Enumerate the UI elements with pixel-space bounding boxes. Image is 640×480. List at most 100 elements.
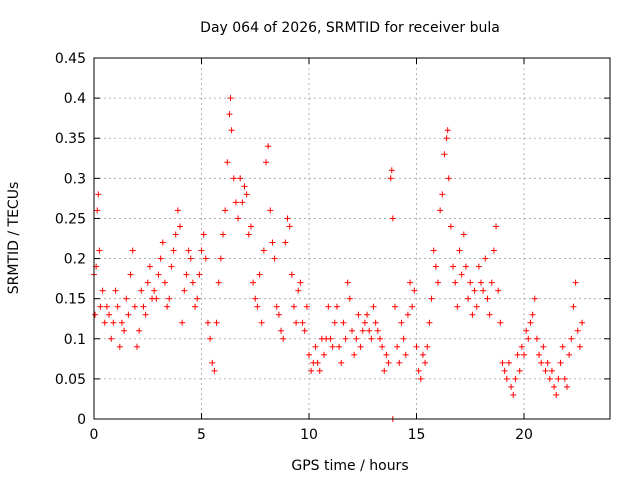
data-point bbox=[282, 239, 289, 246]
data-point bbox=[331, 319, 338, 326]
data-point bbox=[213, 319, 220, 326]
plot-frame bbox=[93, 57, 611, 420]
data-point bbox=[196, 271, 203, 278]
data-point bbox=[329, 343, 336, 350]
data-point bbox=[316, 367, 323, 374]
grid bbox=[94, 58, 610, 419]
data-point bbox=[512, 375, 519, 382]
data-point bbox=[462, 263, 469, 270]
data-point bbox=[101, 319, 108, 326]
data-point bbox=[533, 335, 540, 342]
data-point bbox=[460, 231, 467, 238]
data-point bbox=[220, 231, 226, 238]
data-point bbox=[166, 295, 173, 302]
data-point bbox=[510, 391, 517, 398]
data-point bbox=[230, 175, 237, 182]
data-point bbox=[247, 223, 254, 230]
data-point bbox=[437, 207, 444, 214]
data-point bbox=[185, 247, 192, 254]
data-point bbox=[172, 231, 179, 238]
y-tick-label: 0.45 bbox=[55, 51, 86, 67]
data-point bbox=[497, 319, 504, 326]
data-point bbox=[398, 319, 405, 326]
data-point bbox=[400, 335, 407, 342]
data-point bbox=[366, 327, 373, 334]
data-point bbox=[387, 175, 394, 182]
data-point bbox=[209, 359, 216, 366]
data-point bbox=[411, 287, 418, 294]
data-point bbox=[376, 335, 383, 342]
data-point bbox=[516, 367, 523, 374]
data-point bbox=[505, 359, 512, 366]
data-point bbox=[456, 247, 463, 254]
data-point bbox=[241, 183, 248, 190]
data-point bbox=[181, 287, 188, 294]
data-point bbox=[179, 319, 186, 326]
data-points bbox=[91, 95, 586, 422]
y-tick-label: 0.1 bbox=[64, 332, 86, 348]
data-point bbox=[495, 287, 502, 294]
data-point bbox=[374, 327, 381, 334]
data-point bbox=[245, 231, 252, 238]
data-point bbox=[159, 239, 166, 246]
data-point bbox=[260, 247, 267, 254]
data-point bbox=[134, 343, 140, 350]
data-point bbox=[142, 311, 149, 318]
data-point bbox=[407, 279, 414, 286]
data-point bbox=[417, 375, 424, 382]
data-point bbox=[312, 343, 319, 350]
data-point bbox=[555, 375, 562, 382]
data-point bbox=[396, 359, 403, 366]
data-point bbox=[321, 351, 328, 358]
data-point bbox=[351, 351, 358, 358]
data-point bbox=[170, 247, 177, 254]
data-point bbox=[473, 303, 480, 310]
data-point bbox=[559, 343, 566, 350]
y-tick-label: 0.4 bbox=[64, 91, 86, 107]
data-point bbox=[572, 279, 579, 286]
data-point bbox=[514, 351, 521, 358]
data-point bbox=[151, 287, 158, 294]
data-point bbox=[129, 247, 136, 254]
data-point bbox=[493, 223, 500, 230]
data-point bbox=[471, 287, 478, 294]
data-point bbox=[531, 295, 538, 302]
data-point bbox=[546, 375, 553, 382]
data-point bbox=[336, 343, 343, 350]
y-tick-label: 0.15 bbox=[55, 292, 86, 308]
data-point bbox=[198, 247, 205, 254]
data-point bbox=[475, 263, 482, 270]
data-point bbox=[269, 239, 276, 246]
data-point bbox=[521, 351, 527, 358]
data-point bbox=[106, 311, 113, 318]
data-point bbox=[432, 263, 439, 270]
data-point bbox=[579, 319, 586, 326]
data-point bbox=[383, 351, 390, 358]
y-axis-label: SRMTID / TECUs bbox=[6, 182, 22, 295]
data-point bbox=[443, 135, 450, 142]
data-point bbox=[359, 327, 366, 334]
data-point bbox=[355, 311, 362, 318]
data-point bbox=[121, 327, 128, 334]
data-point bbox=[327, 335, 334, 342]
data-point bbox=[536, 351, 543, 358]
data-point bbox=[564, 383, 570, 390]
data-point bbox=[256, 271, 263, 278]
data-point bbox=[108, 335, 115, 342]
data-point bbox=[235, 215, 242, 222]
data-point bbox=[265, 143, 272, 150]
data-point bbox=[97, 303, 104, 310]
data-point bbox=[228, 127, 235, 134]
data-point bbox=[454, 303, 461, 310]
data-point bbox=[95, 191, 102, 198]
data-point bbox=[243, 191, 250, 198]
data-point bbox=[557, 359, 564, 366]
data-point bbox=[131, 303, 138, 310]
data-point bbox=[140, 303, 147, 310]
data-point bbox=[385, 359, 392, 366]
data-point bbox=[344, 279, 351, 286]
data-point bbox=[439, 191, 446, 198]
data-point bbox=[224, 159, 231, 166]
data-point bbox=[325, 303, 332, 310]
